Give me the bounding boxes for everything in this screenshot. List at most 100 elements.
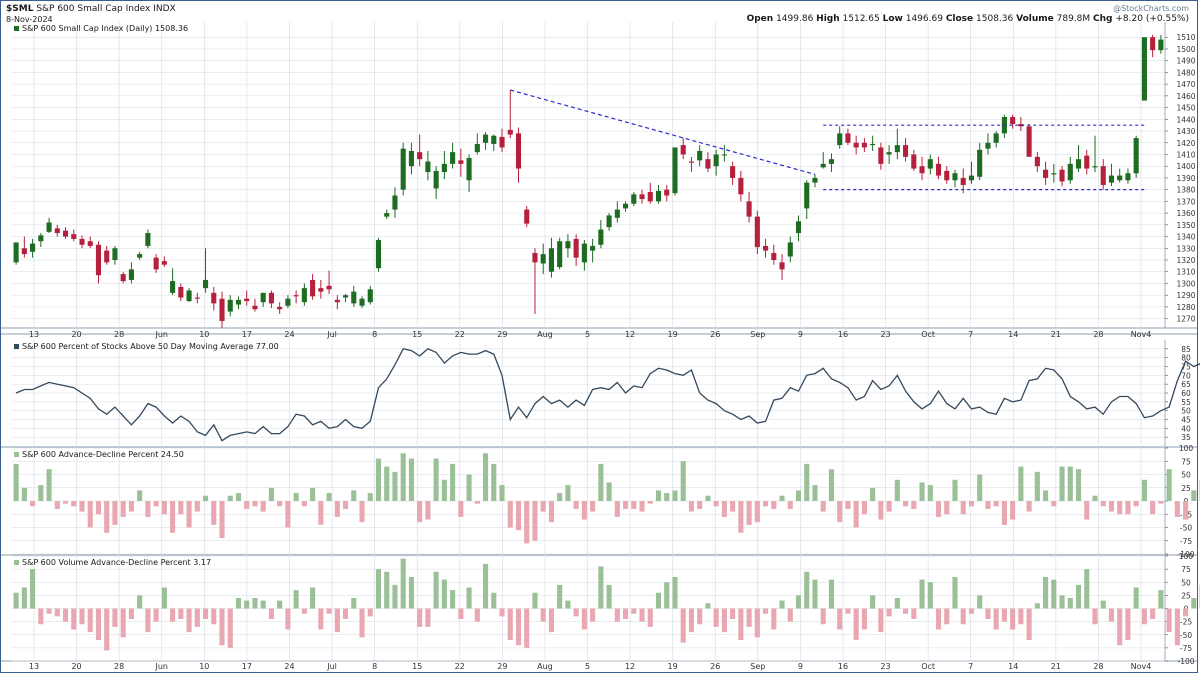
ad-bar	[952, 479, 958, 501]
candle-body	[202, 279, 209, 289]
volume-ad-bar	[713, 608, 719, 627]
volume-ad-bar	[639, 608, 645, 622]
ad-bar	[713, 501, 719, 507]
y-tick-label: -25	[1180, 618, 1192, 627]
ad-bar	[763, 501, 769, 507]
panel-legend-swatch	[14, 452, 19, 457]
candle-body	[952, 173, 958, 181]
volume-ad-bar	[408, 577, 414, 609]
ad-bar	[310, 487, 316, 501]
candle-body	[1092, 166, 1098, 168]
ad-bar	[1174, 501, 1180, 517]
volume-ad-bar	[87, 608, 93, 633]
x-tick-label: 20	[71, 330, 81, 339]
ad-bar	[260, 501, 266, 512]
ad-bar	[804, 463, 810, 501]
panel-title: S&P 600 Small Cap Index (Daily) 1508.36	[22, 24, 188, 33]
x-tick-label: 29	[497, 330, 507, 339]
candle-body	[186, 290, 192, 302]
volume-ad-bar	[1084, 569, 1090, 609]
volume-ad-bar	[820, 608, 826, 625]
candle-body	[680, 145, 686, 155]
ad-bar	[268, 487, 274, 501]
volume-ad-bar	[853, 608, 859, 640]
y-tick-label: 1280	[1176, 303, 1195, 312]
volume-ad-bar	[927, 582, 933, 609]
volume-ad-bar	[787, 608, 793, 622]
candle-body	[1125, 173, 1131, 181]
volume-ad-bar	[738, 608, 744, 640]
volume-ad-bar	[606, 584, 612, 609]
y-tick-label: 1440	[1176, 115, 1195, 124]
volume-ad-bar	[598, 566, 604, 609]
candle-body	[870, 143, 876, 146]
candle-body	[573, 238, 579, 258]
ad-bar	[1100, 501, 1106, 507]
candle-body	[137, 254, 143, 258]
close-label: Close	[945, 14, 974, 24]
candle-body	[623, 203, 629, 209]
y-tick-label: 1510	[1176, 33, 1195, 42]
x-tick-label: Nov4	[1131, 330, 1152, 339]
ad-bar	[194, 501, 200, 512]
ad-bar	[878, 501, 884, 520]
ad-bar	[1117, 501, 1123, 515]
ad-bar	[631, 501, 637, 509]
candle-body	[1100, 166, 1106, 185]
volume-ad-bar	[903, 608, 909, 614]
ad-bar	[968, 501, 975, 507]
y-tick-label: 1420	[1176, 139, 1195, 148]
candle-body	[927, 159, 933, 169]
y-tick-label: 45	[1181, 416, 1191, 425]
volume-ad-bar	[911, 608, 917, 619]
x-tick-label: Sep	[750, 330, 765, 339]
volume-ad-bar	[1100, 600, 1106, 609]
volume-ad-bar	[244, 600, 250, 609]
volume-ad-bar	[507, 608, 513, 640]
volume-ad-bar	[894, 598, 900, 609]
ad-bar	[919, 482, 925, 501]
x-tick-label: 28	[1093, 662, 1103, 671]
candle-body	[277, 306, 283, 310]
candle-body	[252, 305, 258, 310]
volume-ad-bar	[1010, 608, 1016, 630]
candle-body	[441, 163, 447, 173]
volume-ad-bar	[581, 608, 587, 630]
ad-bar	[1067, 466, 1073, 501]
candle-body	[598, 229, 604, 245]
volume-ad-bar	[779, 600, 785, 609]
x-tick-label: 9	[798, 662, 803, 671]
candle-body	[853, 142, 859, 148]
x-tick-label: 19	[668, 330, 678, 339]
ohlc-summary: Open 1499.86 High 1512.65 Low 1496.69 Cl…	[747, 14, 1189, 24]
ad-bar	[244, 501, 250, 509]
candle-body	[944, 170, 950, 181]
x-tick-label: 8	[372, 330, 377, 339]
ad-bar	[211, 501, 217, 525]
y-tick-label: 80	[1181, 354, 1191, 363]
ad-bar	[392, 471, 398, 501]
candle-body	[46, 222, 52, 232]
volume-ad-bar	[318, 608, 324, 630]
volume-ad-bar	[540, 608, 546, 622]
y-tick-label: 1430	[1176, 127, 1195, 136]
ad-bar	[795, 490, 802, 501]
ad-bar	[1026, 501, 1032, 512]
volume-ad-bar	[878, 608, 884, 633]
ad-bar	[375, 458, 382, 501]
candle-body	[532, 252, 538, 263]
candle-body	[30, 243, 36, 252]
volume-ad-bar	[112, 608, 118, 627]
candle-body	[557, 241, 563, 268]
y-tick-label: 1450	[1176, 104, 1195, 113]
y-tick-label: 65	[1181, 380, 1191, 389]
volume-ad-bar	[145, 608, 151, 633]
candle-body	[631, 194, 637, 204]
y-tick-label: 1460	[1176, 92, 1195, 101]
volume-ad-bar	[38, 608, 44, 625]
candle-body	[104, 250, 110, 263]
candle-body	[1018, 124, 1024, 127]
volume-ad-bar	[960, 608, 966, 625]
ad-bar	[1010, 501, 1016, 520]
volume-ad-bar	[1051, 579, 1057, 609]
